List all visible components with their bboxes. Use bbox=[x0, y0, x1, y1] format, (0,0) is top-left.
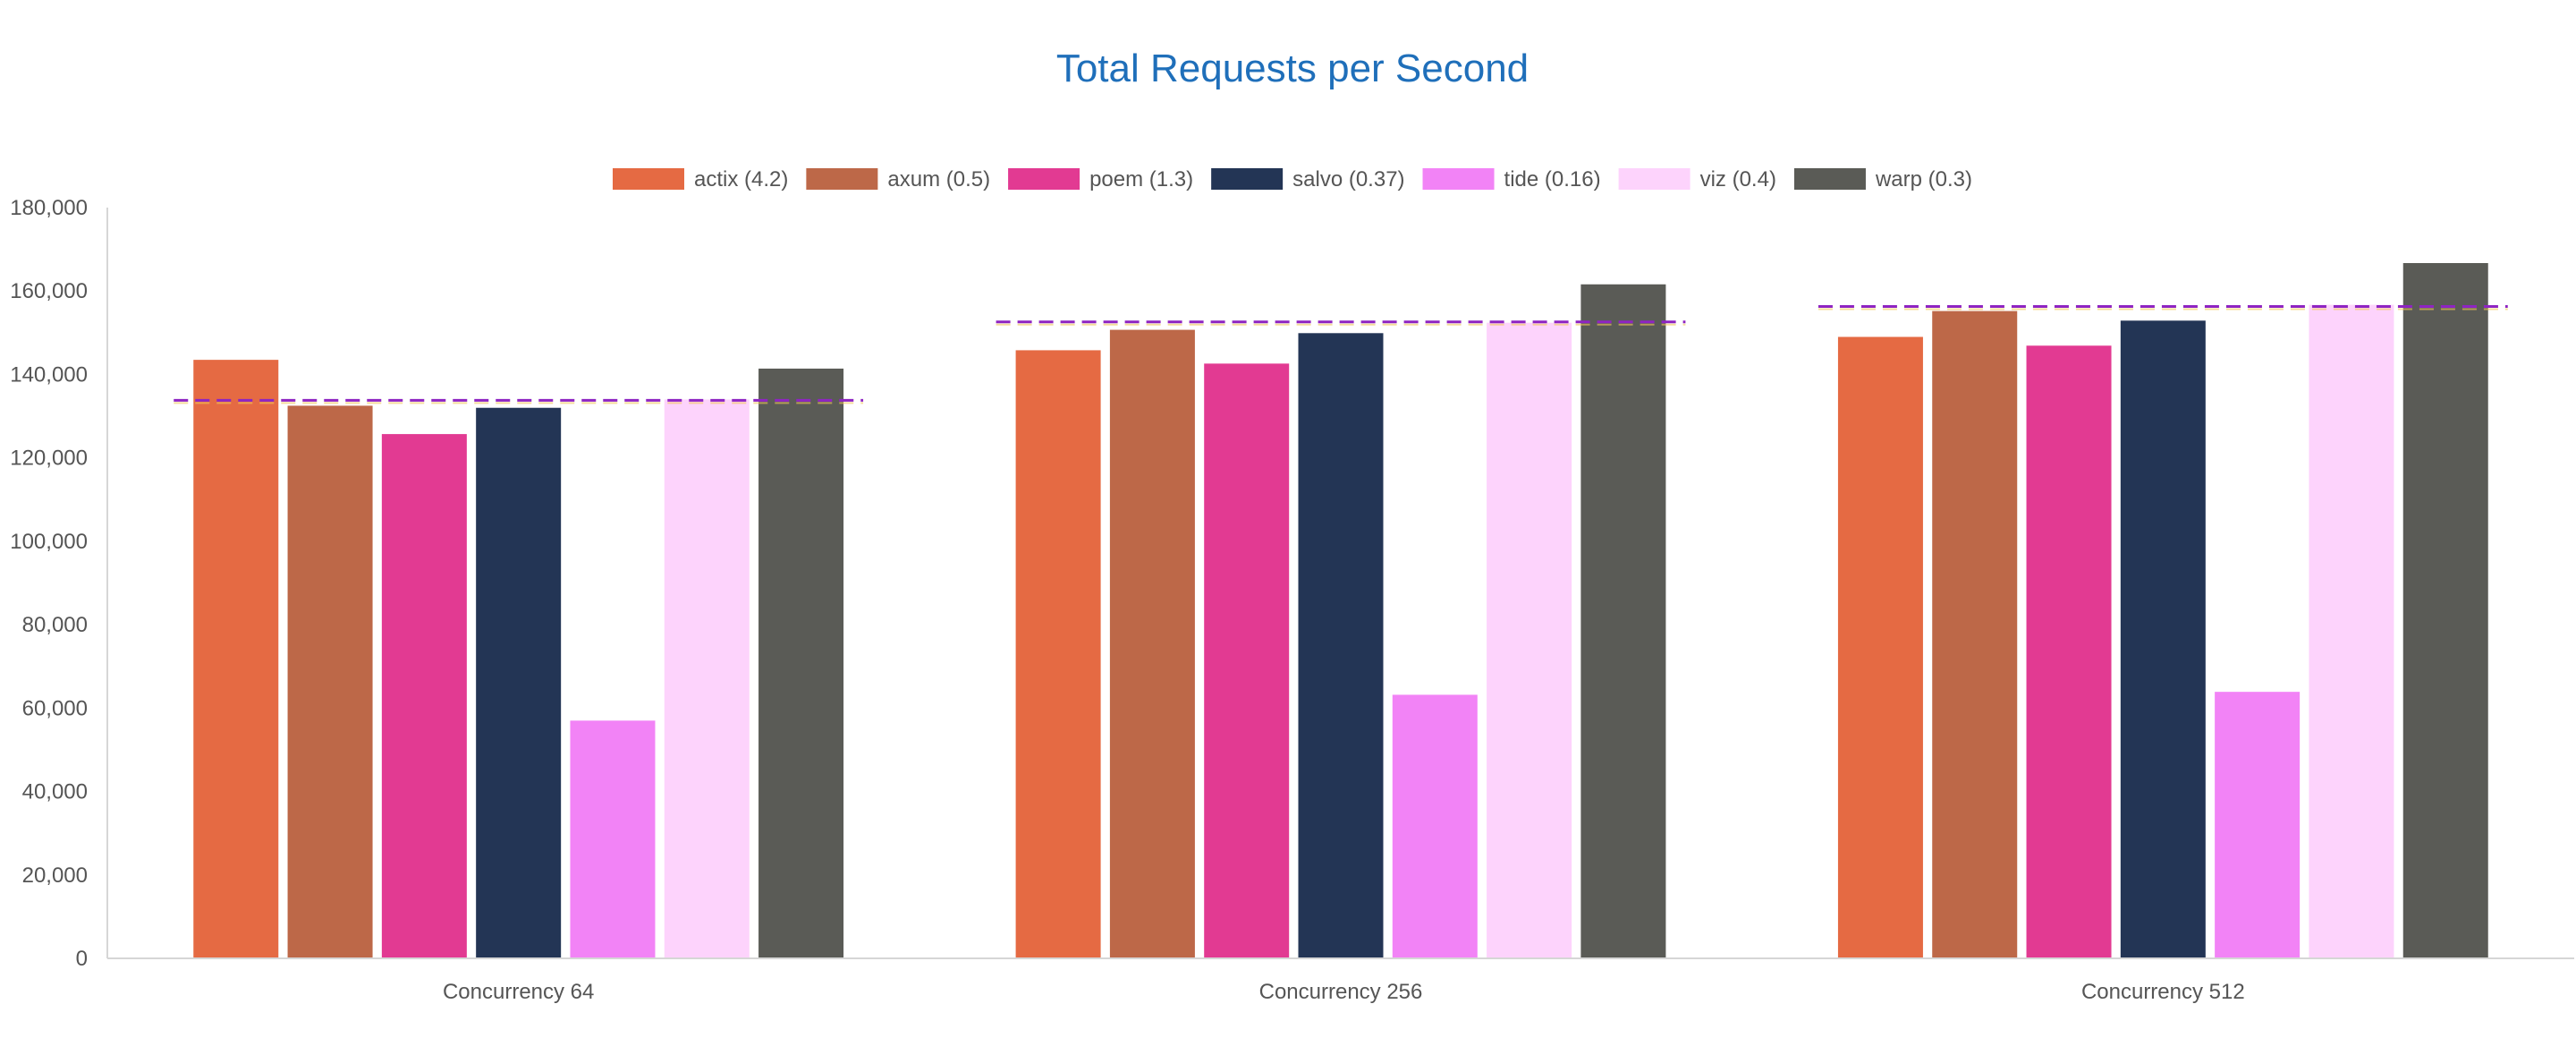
average-lines bbox=[174, 304, 2508, 404]
bar-tide-3 bbox=[2215, 692, 2301, 958]
x-axis: Concurrency 64 Concurrency 256 Concurrency… bbox=[107, 957, 2574, 1004]
x-category-label: Concurrency 256 bbox=[1259, 980, 1423, 1004]
y-axis: 0 20,000 40,000 60,000 80,000 100,000 120,000 1… bbox=[10, 196, 108, 971]
bar-salvo-1 bbox=[476, 407, 562, 958]
x-category-label: Concurrency 64 bbox=[443, 980, 594, 1004]
y-tick-label: 20,000 bbox=[22, 864, 88, 888]
legend-swatch bbox=[613, 168, 684, 190]
bar-salvo-3 bbox=[2120, 320, 2206, 958]
y-tick-label: 40,000 bbox=[22, 780, 88, 804]
legend-label: viz (0.4) bbox=[1700, 167, 1776, 191]
y-tick-label: 120,000 bbox=[10, 447, 88, 471]
bar-viz-2 bbox=[1487, 322, 1572, 958]
legend-item-tide[interactable]: tide (0.16) bbox=[1422, 167, 1601, 191]
y-tick-label: 100,000 bbox=[10, 530, 88, 554]
legend-swatch bbox=[806, 168, 878, 190]
bar-tide-1 bbox=[570, 720, 656, 958]
legend-item-warp[interactable]: warp (0.3) bbox=[1793, 167, 1972, 191]
legend-label: warp (0.3) bbox=[1875, 167, 1972, 191]
legend-label: tide (0.16) bbox=[1504, 167, 1601, 191]
bars bbox=[193, 262, 2488, 959]
legend-label: poem (1.3) bbox=[1089, 167, 1193, 191]
x-category-label: Concurrency 512 bbox=[2081, 980, 2245, 1004]
bar-warp-3 bbox=[2402, 262, 2488, 958]
bar-poem-3 bbox=[2026, 345, 2112, 958]
bar-axum-3 bbox=[1932, 311, 2018, 958]
y-tick-label: 160,000 bbox=[10, 279, 88, 303]
legend-swatch bbox=[1793, 168, 1866, 190]
legend-item-actix[interactable]: actix (4.2) bbox=[613, 167, 788, 191]
chart-title: Total Requests per Second bbox=[1056, 47, 1529, 90]
legend-label: salvo (0.37) bbox=[1292, 167, 1404, 191]
bar-actix-3 bbox=[1837, 336, 1923, 958]
legend-label: axum (0.5) bbox=[887, 167, 990, 191]
bar-actix-2 bbox=[1015, 350, 1101, 958]
y-tick-label: 0 bbox=[76, 947, 88, 971]
legend-label: actix (4.2) bbox=[694, 167, 788, 191]
bar-warp-2 bbox=[1580, 284, 1666, 959]
legend-swatch bbox=[1618, 168, 1690, 190]
legend-item-salvo[interactable]: salvo (0.37) bbox=[1211, 167, 1405, 191]
bar-viz-3 bbox=[2309, 304, 2394, 958]
legend-item-poem[interactable]: poem (1.3) bbox=[1008, 167, 1193, 191]
bar-poem-1 bbox=[381, 434, 467, 958]
legend-swatch bbox=[1211, 168, 1284, 190]
legend-swatch bbox=[1008, 168, 1080, 190]
bar-viz-1 bbox=[664, 399, 750, 958]
bar-salvo-2 bbox=[1298, 333, 1384, 958]
y-tick-label: 140,000 bbox=[10, 362, 88, 387]
legend-item-viz[interactable]: viz (0.4) bbox=[1618, 167, 1776, 191]
bar-warp-1 bbox=[758, 368, 844, 958]
y-tick-label: 80,000 bbox=[22, 613, 88, 637]
y-tick-label: 60,000 bbox=[22, 696, 88, 720]
bar-axum-2 bbox=[1109, 329, 1195, 958]
y-tick-label: 180,000 bbox=[10, 196, 88, 220]
legend: actix (4.2) axum (0.5) poem (1.3) salvo (0.… bbox=[613, 167, 1972, 191]
bar-poem-2 bbox=[1204, 363, 1290, 958]
bar-actix-1 bbox=[193, 360, 279, 958]
legend-swatch bbox=[1422, 168, 1495, 190]
legend-item-axum[interactable]: axum (0.5) bbox=[806, 167, 990, 191]
bar-axum-1 bbox=[287, 405, 373, 958]
bar-tide-2 bbox=[1392, 694, 1478, 958]
